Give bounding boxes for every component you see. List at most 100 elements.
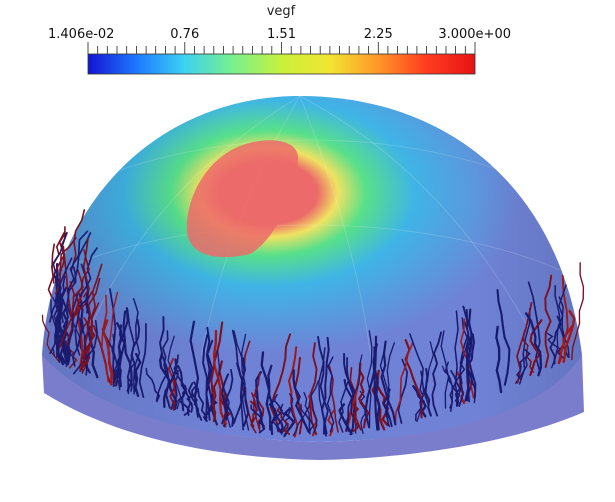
vessel-sprout [138, 322, 147, 398]
vessel-sprout [191, 390, 200, 418]
vessel-sprout [145, 367, 161, 403]
vessel-sprout [82, 237, 90, 298]
vessel-sprout [551, 284, 567, 369]
vessel-sprout [294, 356, 304, 435]
vessel-sprout [115, 310, 127, 387]
vessel-sprout [376, 385, 390, 426]
vessel-sprout [221, 387, 230, 425]
vessel-sprout [287, 393, 296, 431]
vessel-sprout [213, 329, 227, 425]
vessel-sprout [67, 294, 79, 357]
hotspot-region [186, 140, 299, 258]
vessel-sprout [320, 336, 330, 435]
vessel-sprout [118, 324, 133, 392]
vessel-network [41, 209, 585, 438]
vessel-sprout [58, 232, 66, 276]
vessel-sprout [496, 289, 511, 386]
colorbar: vegf 1.406e-02 0.76 1.51 2.25 3.000e+00 [48, 4, 511, 75]
vessel-sprout [304, 399, 311, 435]
vessel-sprout [267, 364, 277, 436]
vessel-sprout [529, 319, 543, 376]
vessel-sprout [366, 330, 373, 429]
vessel-sprout [338, 403, 353, 435]
vessel-sprout [454, 310, 460, 404]
vessel-sprout [205, 339, 214, 421]
vessel-sprout [71, 318, 83, 367]
vessel-sprout [82, 302, 100, 368]
vessel-sprout [102, 319, 113, 386]
vessel-sprout [52, 231, 68, 279]
vessel-sprout [79, 328, 96, 371]
vessel-sprout [186, 385, 197, 413]
vessel-sprout [84, 288, 99, 379]
colorbar-tick-label: 1.51 [267, 27, 296, 42]
vessel-sprout [177, 384, 191, 416]
vessel-sprout [562, 310, 576, 363]
vessel-sprout [303, 391, 314, 433]
vessel-sprout [189, 320, 200, 417]
vessel-sprout [287, 346, 299, 438]
vessel-sprout [134, 352, 142, 398]
vessel-sprout [397, 358, 409, 424]
vessel-sprout [85, 277, 101, 341]
vessel-sprout [58, 281, 75, 349]
vessel-sprout [518, 307, 531, 385]
vessel-sprout [276, 406, 290, 435]
vessel-sprout [440, 330, 450, 409]
vessel-sprout [558, 296, 570, 359]
vessel-sprout [205, 326, 218, 426]
vessel-sprout [58, 257, 73, 323]
colorbar-tick-label: 1.406e-02 [48, 27, 114, 42]
vessel-sprout [220, 373, 235, 426]
vessel-sprout [380, 340, 397, 426]
vessel-sprout [167, 335, 182, 410]
vessel-sprout [72, 249, 90, 298]
vessel-sprout [240, 333, 250, 431]
vessel-sprout [211, 377, 220, 423]
vessel-sprout [249, 400, 259, 428]
colorbar-tick-labels: 1.406e-02 0.76 1.51 2.25 3.000e+00 [48, 27, 511, 42]
vessel-sprout [79, 247, 98, 297]
dome-shading [42, 96, 582, 442]
dome-model[interactable] [41, 96, 585, 460]
vessel-sprout [364, 335, 378, 429]
vessel-sprout [345, 357, 355, 433]
vessel-sprout [352, 403, 360, 433]
vessel-sprout [455, 317, 469, 406]
vessel-sprout [111, 333, 121, 391]
vessel-sprout [275, 403, 286, 433]
vessel-sprout [126, 355, 136, 392]
vessel-sprout [260, 351, 272, 431]
vessel-sprout [292, 369, 310, 433]
vessel-sprout [373, 346, 381, 431]
vessel-sprout [202, 333, 209, 421]
vessel-sprout [516, 348, 531, 380]
vessel-sprout [309, 342, 318, 436]
vessel-sprout [83, 263, 103, 328]
vessel-sprout [66, 230, 89, 292]
vessel-sprout [544, 274, 553, 369]
vessel-sprout [253, 372, 261, 433]
vessel-sprout [202, 394, 218, 422]
vessel-sprout [60, 286, 71, 367]
colorbar-tick-label: 0.76 [170, 27, 199, 42]
vessel-sprout [326, 356, 335, 433]
vessel-sprout [155, 330, 169, 401]
vessel-sprout [571, 262, 585, 361]
vessel-sprout [70, 209, 86, 272]
vessel-sprout [49, 275, 66, 323]
vessel-sprout [409, 333, 431, 415]
colorbar-tick-label: 3.000e+00 [438, 27, 511, 42]
vessel-sprout [233, 330, 246, 424]
vessel-sprout [54, 292, 65, 366]
vessel-sprout [41, 314, 61, 363]
vessel-sprout [546, 332, 565, 360]
vessel-sprout [73, 319, 99, 375]
colorbar-ticks [87, 42, 476, 54]
vessel-sprout [394, 341, 414, 425]
vessel-sprout [549, 315, 562, 365]
dome-rim [42, 355, 584, 460]
vessel-sprout [557, 274, 569, 365]
vessel-sprout [431, 331, 443, 417]
